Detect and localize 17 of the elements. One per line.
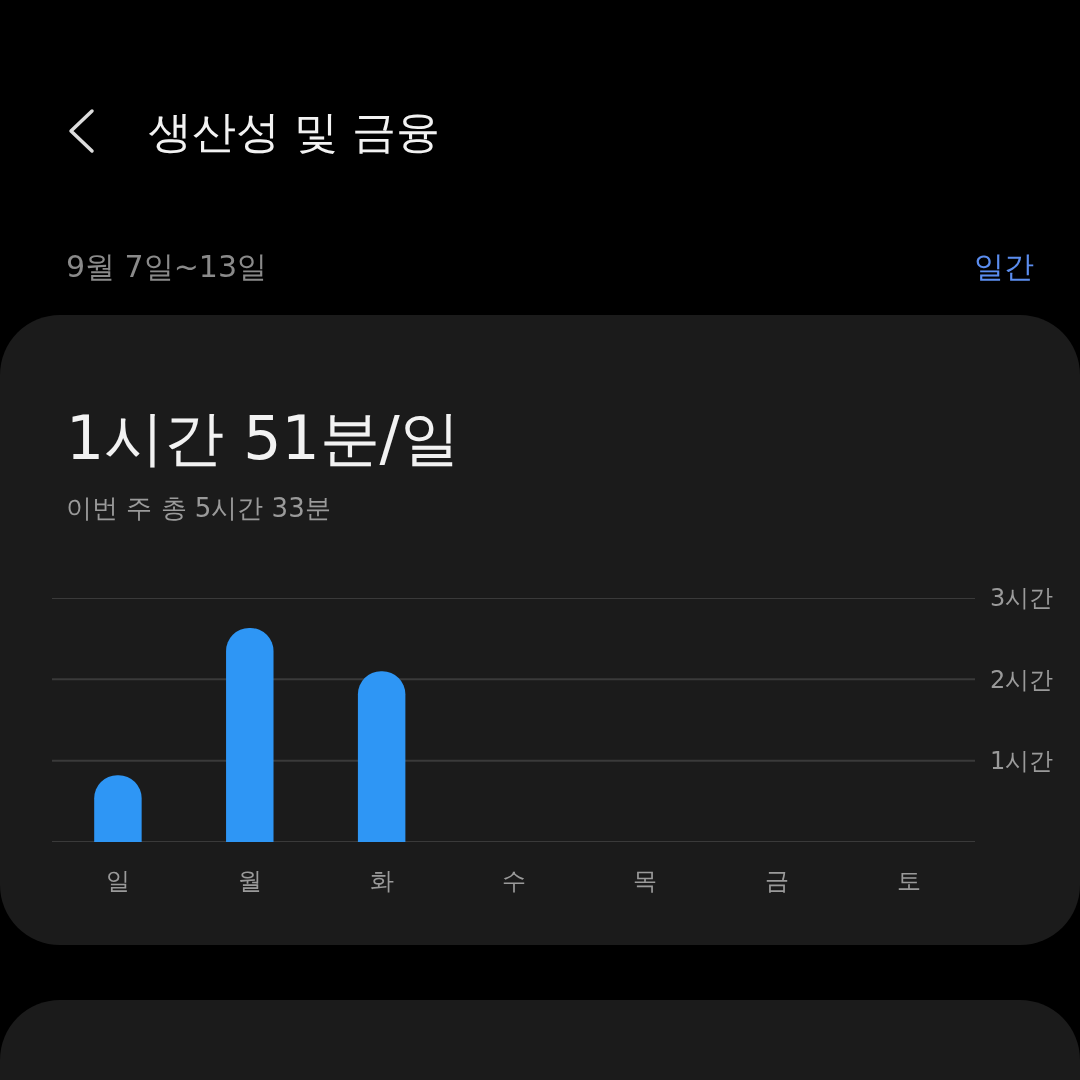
y-tick-label: 2시간 bbox=[990, 665, 1054, 694]
chart-title: 생산성 및 금융 bbox=[148, 106, 440, 158]
bar bbox=[226, 628, 274, 842]
bar bbox=[357, 671, 406, 842]
x-tick-label: 월 bbox=[237, 867, 262, 895]
x-tick-label: 수 bbox=[501, 867, 526, 895]
y-tick-label: 3시간 bbox=[990, 584, 1054, 613]
text: 일간 bbox=[974, 249, 1034, 284]
x-tick-label: 토 bbox=[897, 867, 922, 895]
text: 1시간 51분/일 bbox=[66, 403, 460, 473]
x-tick-label: 목 bbox=[633, 867, 658, 895]
y-tick-label: 1시간 bbox=[990, 747, 1054, 776]
x-tick-label: 화 bbox=[369, 867, 394, 895]
text: 이번 주 총 5시간 33분 bbox=[66, 493, 331, 523]
chart-subtitle: 9월 7일~13일 bbox=[66, 249, 268, 284]
x-tick-label: 금 bbox=[765, 867, 790, 895]
x-tick-label: 일 bbox=[105, 867, 130, 895]
